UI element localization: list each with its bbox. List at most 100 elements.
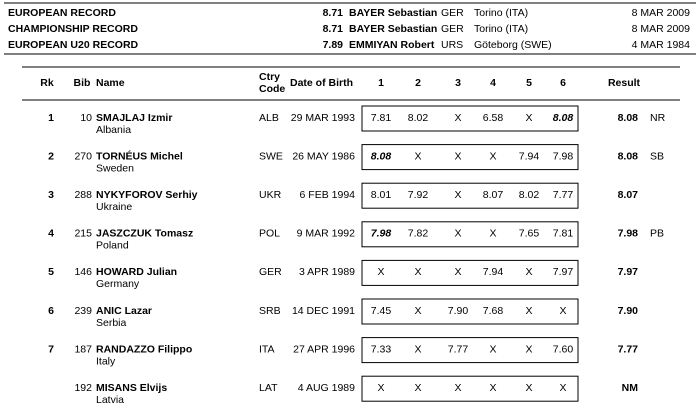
record-place: Torino (ITA) [474,7,528,19]
athlete-name: MISANS Elvijs [96,382,167,394]
country-code: SRB [259,305,281,317]
header-attempt: 5 [526,77,532,89]
record-mark: 7.89 [323,39,344,51]
attempt: 8.08 [371,150,392,162]
attempt: X [454,150,461,162]
header-attempt: 4 [490,77,496,89]
attempt: X [525,343,532,355]
record-note: SB [650,150,664,162]
result: 8.07 [618,189,639,201]
date-of-birth: 6 FEB 1994 [300,189,356,201]
attempt: 7.92 [408,189,429,201]
result: 7.90 [618,305,639,317]
record-note: NR [650,112,666,124]
country-code: LAT [259,382,278,394]
attempt: 7.45 [371,305,392,317]
attempt: X [377,382,384,394]
record-mark: 8.71 [323,23,344,35]
rank: 2 [48,150,54,162]
attempt: X [525,112,532,124]
attempt: 6.58 [483,112,504,124]
record-label: EUROPEAN RECORD [8,7,116,19]
rank: 6 [48,305,54,317]
country-name: Serbia [96,317,127,329]
athlete-name: TORNÉUS Michel [96,149,183,162]
attempt: X [414,382,421,394]
country-name: Albania [96,124,131,136]
attempts-box [361,259,579,286]
attempt: X [525,305,532,317]
country-name: Italy [96,355,116,367]
attempt: X [454,266,461,278]
result: NM [622,382,639,394]
result: 7.77 [618,343,639,355]
athlete-name: NYKYFOROV Serhiy [96,189,198,201]
header-name: Name [96,77,125,89]
country-code: UKR [259,189,282,201]
attempt: 7.98 [553,150,574,162]
attempts-box [361,337,579,364]
attempt: X [454,382,461,394]
athlete-name: HOWARD Julian [96,266,177,278]
attempts-box [361,375,579,402]
attempts-box [361,105,579,132]
attempt: 7.82 [408,228,429,240]
attempt: X [454,228,461,240]
header-attempt: 6 [560,77,566,89]
attempt: 8.02 [408,112,429,124]
country-code: ALB [259,112,279,124]
country-code: POL [259,228,280,240]
country-name: Sweden [96,162,134,174]
record-label: EUROPEAN U20 RECORD [8,39,139,51]
attempt: X [414,305,421,317]
rank: 3 [48,189,54,201]
attempt: 7.94 [483,266,504,278]
attempt: 8.07 [483,189,504,201]
rank: 1 [48,112,54,124]
date-of-birth: 14 DEC 1991 [292,305,355,317]
header-bib: Bib [74,77,91,89]
attempt: X [454,189,461,201]
record-date: 8 MAR 2009 [632,23,691,35]
record-mark: 8.71 [323,7,344,19]
rank: 5 [48,266,54,278]
record-holder: BAYER Sebastian [349,7,437,19]
attempt: X [377,266,384,278]
bib: 239 [74,305,92,317]
record-label: CHAMPIONSHIP RECORD [8,23,138,35]
attempt: 7.90 [448,305,469,317]
attempt: 7.65 [519,228,540,240]
athlete-name: RANDAZZO Filippo [96,343,192,355]
athlete-name: SMAJLAJ Izmir [96,112,172,124]
header-ctry: Code [259,83,285,95]
attempt: X [489,228,496,240]
record-date: 8 MAR 2009 [632,7,691,19]
rank: 4 [48,228,54,240]
attempts-box [361,221,579,248]
record-note: PB [650,228,664,240]
attempt: 7.68 [483,305,504,317]
attempt: X [454,112,461,124]
attempt: 8.01 [371,189,392,201]
header-rank: Rk [40,77,54,89]
attempt: X [489,343,496,355]
attempt: X [414,150,421,162]
attempt: 8.08 [553,112,574,124]
rank: 7 [48,343,54,355]
attempt: X [489,150,496,162]
date-of-birth: 29 MAR 1993 [291,112,355,124]
bib: 288 [74,189,92,201]
header-ctry: Ctry [259,71,280,83]
attempt: X [525,266,532,278]
attempt: 7.77 [448,343,469,355]
header-dob: Date of Birth [290,77,353,89]
record-holder: EMMIYAN Robert [349,39,435,51]
header-attempt: 1 [378,77,384,89]
date-of-birth: 26 MAY 1986 [292,150,355,162]
bib: 146 [74,266,92,278]
record-place: Torino (ITA) [474,23,528,35]
attempt: 8.02 [519,189,540,201]
attempt: 7.94 [519,150,540,162]
attempts-box [361,144,579,171]
